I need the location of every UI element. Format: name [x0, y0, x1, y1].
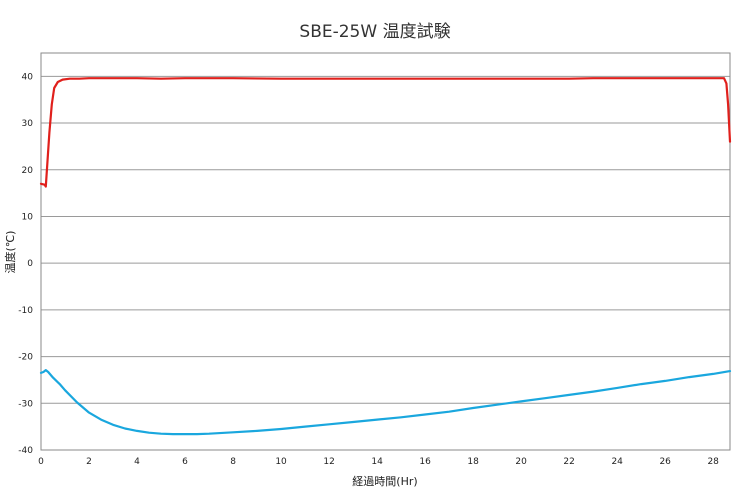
x-tick-label: 24	[611, 457, 623, 467]
chart-title: SBE-25W 温度試験	[299, 22, 450, 42]
series-line-2	[39, 369, 732, 436]
y-tick-label: 40	[22, 72, 34, 82]
x-tick-label: 6	[182, 457, 188, 467]
series-line-1	[39, 77, 732, 188]
y-tick-label: 30	[22, 119, 34, 129]
x-tick-label: 0	[38, 457, 44, 467]
x-tick-label: 12	[323, 457, 334, 467]
y-tick-labels: -40 -30 -20 -10 0 10 20 30 40	[18, 72, 33, 456]
y-tick-label: -10	[18, 306, 33, 316]
x-tick-label: 20	[515, 457, 527, 467]
series-lines	[39, 77, 732, 436]
x-tick-label: 10	[275, 457, 287, 467]
y-axis-label: 温度(℃)	[3, 231, 17, 274]
y-tick-label: 0	[27, 259, 33, 269]
x-tick-label: 28	[707, 457, 719, 467]
x-tick-label: 26	[659, 457, 671, 467]
x-tick-label: 16	[419, 457, 431, 467]
x-axis-label: 経過時間(Hr)	[352, 475, 417, 488]
x-tick-label: 14	[371, 457, 383, 467]
y-tick-label: -30	[18, 399, 33, 409]
plot-area-frame	[40, 52, 731, 451]
x-tick-labels: 0 2 4 6 8 10 12 14 16 18 20 22 24 26 28	[38, 457, 719, 467]
x-tick-label: 4	[134, 457, 140, 467]
x-tick-label: 22	[563, 457, 574, 467]
x-tick-label: 8	[230, 457, 236, 467]
y-tick-label: 20	[22, 166, 34, 176]
grid-lines	[41, 75, 730, 404]
x-tick-label: 2	[86, 457, 92, 467]
y-tick-label: 10	[22, 212, 34, 222]
y-tick-label: -40	[18, 446, 33, 456]
x-tick-label: 18	[467, 457, 479, 467]
y-tick-label: -20	[18, 353, 33, 363]
